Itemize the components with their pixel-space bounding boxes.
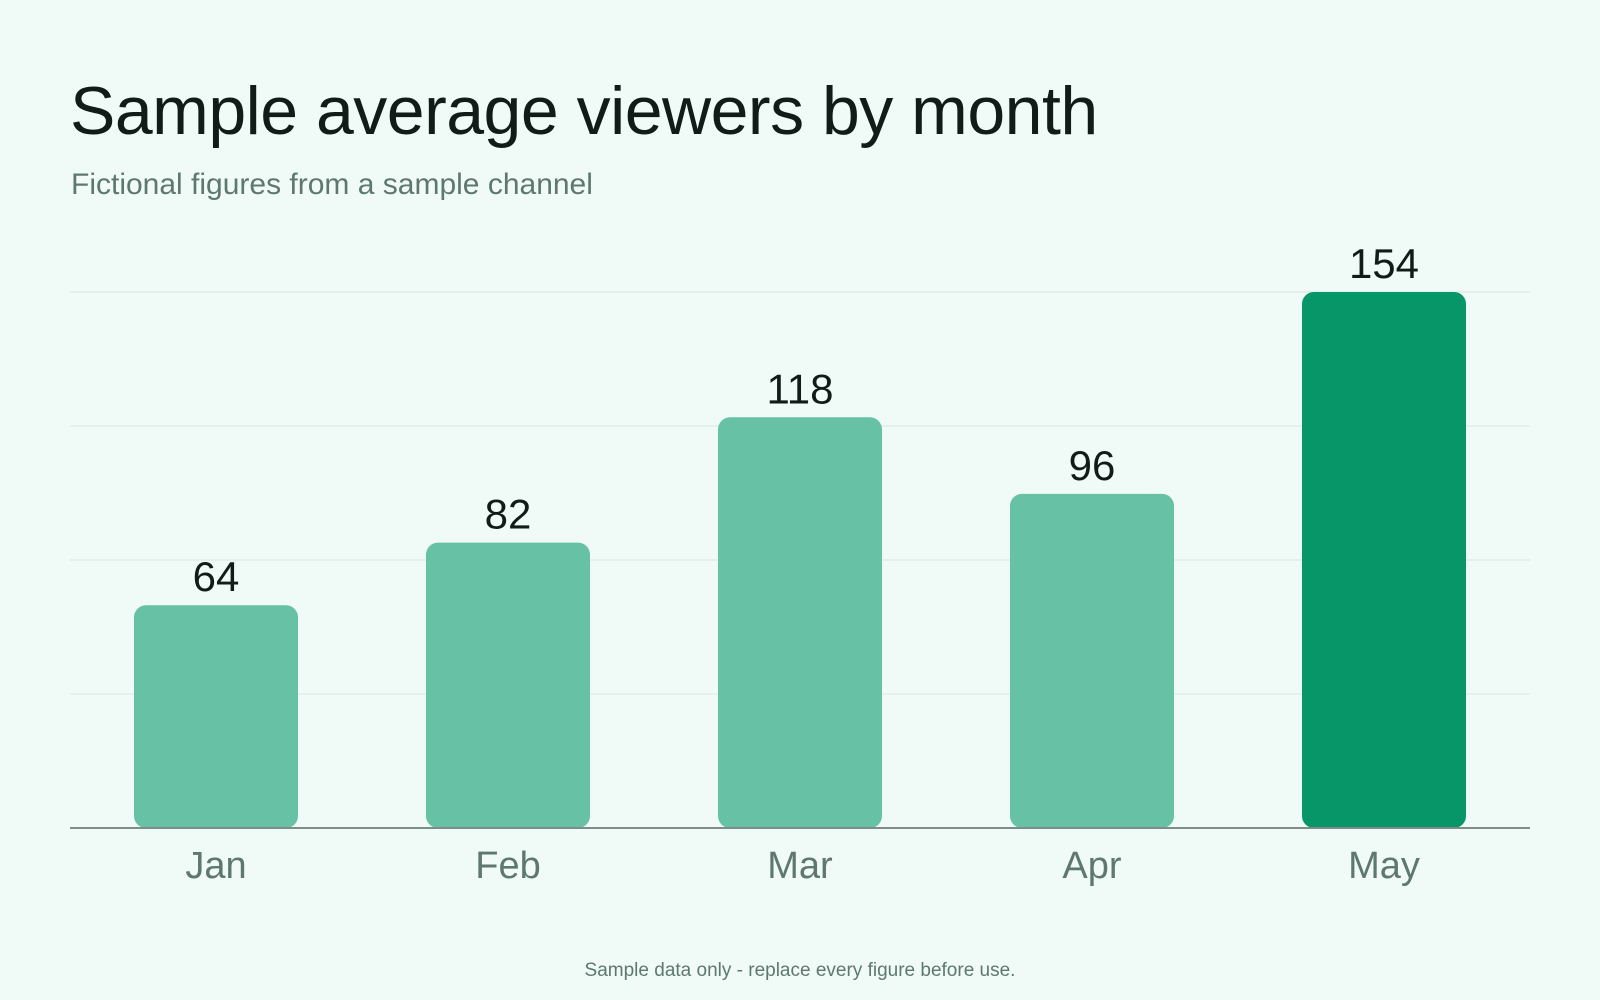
- value-label-jan: 64: [193, 553, 240, 600]
- category-label-jan: Jan: [185, 845, 246, 887]
- footnote: Sample data only - replace every figure …: [584, 960, 1016, 981]
- category-label-feb: Feb: [475, 845, 540, 887]
- category-label-apr: Apr: [1062, 845, 1121, 887]
- bar-feb: [426, 542, 590, 828]
- category-label-may: May: [1348, 845, 1420, 887]
- bar-may: [1302, 292, 1466, 828]
- chart-title: Sample average viewers by month: [70, 73, 1098, 149]
- bar-mar: [718, 417, 882, 828]
- value-label-apr: 96: [1069, 442, 1116, 489]
- bar-chart: 64 Jan 82 Feb 118 Mar 96 Apr 154 May: [70, 240, 1530, 887]
- value-label-mar: 118: [767, 365, 834, 412]
- bar-jan: [134, 605, 298, 828]
- value-label-feb: 82: [485, 491, 532, 538]
- chart-subtitle: Fictional figures from a sample channel: [71, 168, 593, 201]
- value-label-may: 154: [1349, 240, 1419, 287]
- category-label-mar: Mar: [767, 845, 833, 887]
- bar-apr: [1010, 493, 1174, 828]
